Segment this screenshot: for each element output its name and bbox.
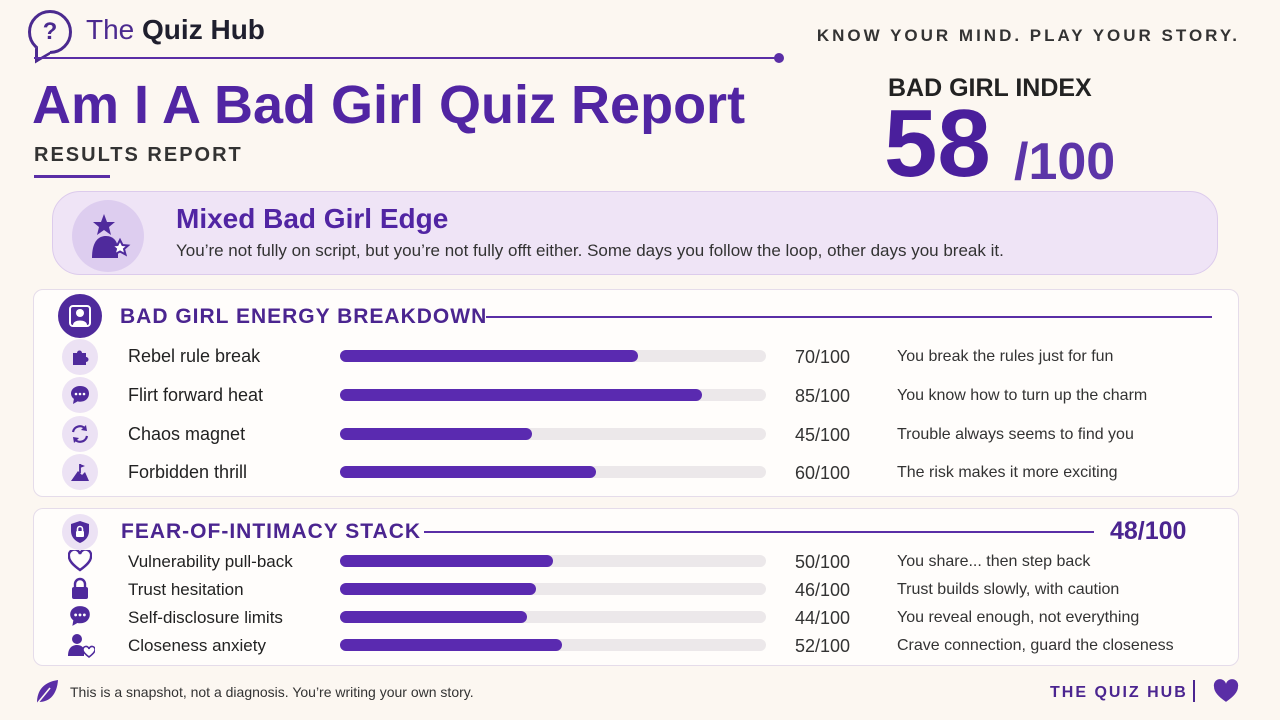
breakdown-score: 45/100 — [795, 425, 851, 445]
breakdown-bar-fill — [340, 466, 596, 478]
breakdown-label: Chaos magnet — [128, 424, 246, 444]
brand-name: The Quiz Hub — [86, 14, 265, 45]
result-banner — [52, 191, 1218, 275]
breakdown-score: 60/100 — [795, 463, 851, 483]
breakdown-score: 70/100 — [795, 347, 851, 367]
person-heart-icon — [67, 632, 96, 663]
breakdown-bar-track — [340, 466, 766, 478]
title-divider-dot — [774, 53, 784, 63]
page-title: Am I A Bad Girl Quiz Report — [32, 75, 746, 135]
tagline: KNOW YOUR MIND. PLAY YOUR STORY. — [816, 26, 1240, 45]
intimacy-description: Crave connection, guard the closeness — [897, 637, 1174, 654]
breakdown-label: Rebel rule break — [128, 346, 261, 366]
chat-icon — [67, 604, 93, 633]
intimacy-item-score: 52/100 — [795, 636, 851, 656]
subtitle-underline — [34, 175, 110, 178]
shield-lock-icon — [62, 514, 98, 550]
intimacy-bar-fill — [340, 639, 562, 651]
breakdown-bar-fill — [340, 428, 532, 440]
breakdown-bar-track — [340, 428, 766, 440]
footer-divider — [1193, 680, 1195, 702]
refresh-icon — [62, 416, 98, 452]
intimacy-label: Vulnerability pull-back — [128, 552, 293, 571]
breakdown-description: Trouble always seems to find you — [897, 426, 1134, 443]
leaf-icon — [34, 678, 60, 711]
intimacy-bar-track — [340, 611, 766, 623]
result-title: Mixed Bad Girl Edge — [176, 203, 449, 234]
star-person-icon — [72, 200, 144, 272]
person-icon — [58, 294, 102, 338]
breakdown-divider — [486, 316, 1212, 318]
intimacy-title: FEAR-OF-INTIMACY STACK — [121, 520, 422, 543]
footer-brand: THE QUIZ HUB — [1050, 684, 1188, 701]
intimacy-item-score: 50/100 — [795, 552, 851, 572]
intimacy-description: You share... then step back — [897, 553, 1091, 570]
intimacy-label: Trust hesitation — [128, 580, 244, 599]
lock-icon — [70, 577, 90, 606]
puzzle-icon — [62, 339, 98, 375]
index-value: 58 — [884, 90, 991, 197]
result-description: You’re not fully on script, but you’re n… — [176, 241, 1004, 260]
breakdown-bar-fill — [340, 350, 639, 362]
intimacy-divider — [424, 531, 1094, 533]
breakdown-label: Flirt forward heat — [128, 385, 264, 405]
intimacy-item-score: 46/100 — [795, 580, 851, 600]
index-max: /100 — [1014, 133, 1116, 191]
title-divider — [34, 57, 778, 59]
intimacy-item-score: 44/100 — [795, 608, 851, 628]
intimacy-label: Self-disclosure limits — [128, 608, 283, 627]
intimacy-bar-track — [340, 555, 766, 567]
breakdown-score: 85/100 — [795, 386, 851, 406]
page-subtitle: RESULTS REPORT — [34, 144, 243, 166]
breakdown-description: You break the rules just for fun — [897, 348, 1114, 365]
intimacy-label: Closeness anxiety — [128, 636, 266, 655]
heart-icon — [67, 548, 93, 577]
intimacy-bar-fill — [340, 611, 528, 623]
intimacy-description: You reveal enough, not everything — [897, 609, 1140, 626]
breakdown-description: The risk makes it more exciting — [897, 464, 1118, 481]
intimacy-bar-fill — [340, 555, 553, 567]
index-label: BAD GIRL INDEX — [888, 74, 1092, 102]
heart-icon — [1212, 679, 1240, 708]
breakdown-bar-track — [340, 350, 766, 362]
breakdown-bar-fill — [340, 389, 703, 401]
intimacy-bar-track — [340, 639, 766, 651]
intimacy-score: 48/100 — [1110, 517, 1187, 545]
intimacy-bar-track — [340, 583, 766, 595]
intimacy-description: Trust builds slowly, with caution — [897, 581, 1120, 598]
summit-flag-icon — [62, 454, 98, 490]
intimacy-bar-fill — [340, 583, 536, 595]
quiz-hub-logo-icon: ? — [28, 10, 72, 54]
chat-icon — [62, 377, 98, 413]
footer-disclaimer: This is a snapshot, not a diagnosis. You… — [70, 684, 474, 700]
breakdown-title: BAD GIRL ENERGY BREAKDOWN — [120, 305, 488, 328]
breakdown-bar-track — [340, 389, 766, 401]
breakdown-description: You know how to turn up the charm — [897, 387, 1148, 404]
breakdown-label: Forbidden thrill — [128, 462, 248, 482]
